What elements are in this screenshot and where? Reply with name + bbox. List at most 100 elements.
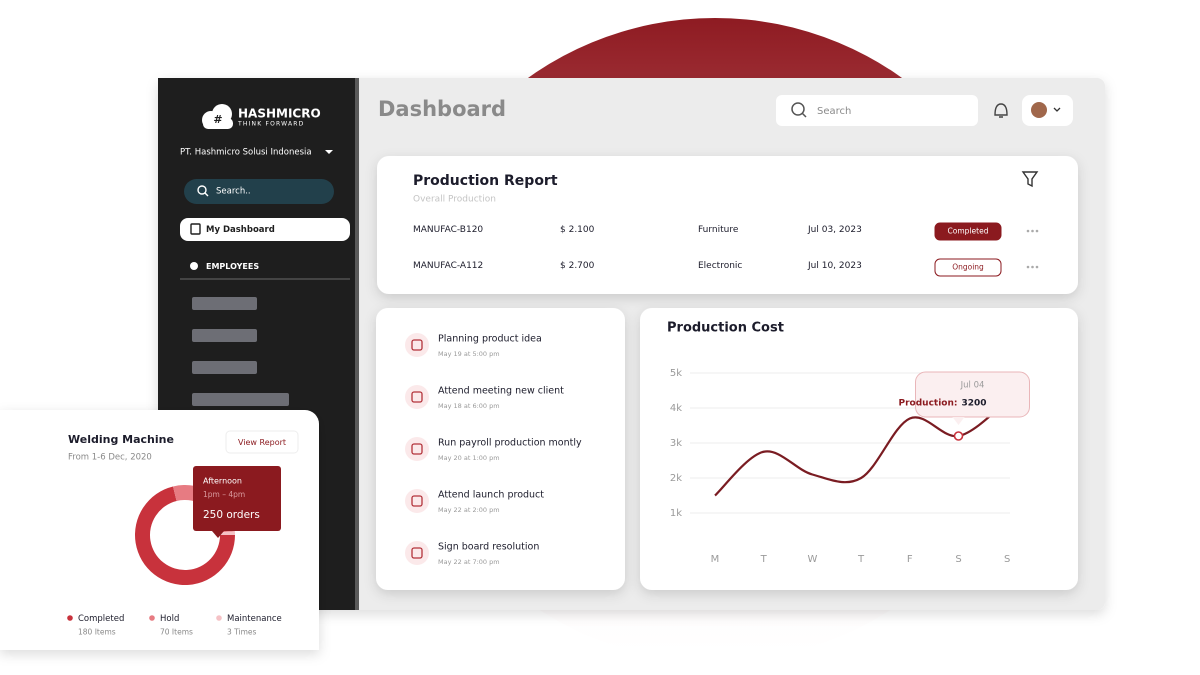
tasks-card (376, 308, 625, 590)
legend-dot (216, 615, 222, 621)
card-title: Welding Machine (68, 433, 174, 446)
task-title: Sign board resolution (438, 542, 539, 553)
tooltip-time: 1pm – 4pm (203, 490, 245, 499)
x-tick-label: F (907, 554, 913, 565)
brand-tagline: THINK FORWARD (237, 121, 304, 128)
logo-mark: # (213, 113, 222, 126)
tooltip-title: Afternoon (203, 477, 242, 486)
company-dropdown[interactable] (325, 150, 333, 154)
task-icon-bg (405, 541, 429, 565)
tooltip-text: 250 orders (203, 509, 260, 521)
status-label: Completed (948, 227, 989, 236)
x-tick-label: S (955, 554, 961, 565)
task-time: May 20 at 1:00 pm (438, 454, 500, 462)
task-title: Attend launch product (438, 490, 544, 501)
sidebar-search-placeholder: Search.. (216, 187, 251, 197)
legend-dot (67, 615, 73, 621)
report-cell: Electronic (698, 261, 742, 271)
donut-segment (219, 531, 235, 535)
donut-tooltip: Afternoon 1pm – 4pm 250 orders (193, 466, 281, 538)
legend-value: 3 Times (227, 628, 257, 637)
task-icon (411, 391, 423, 403)
y-tick-label: 3k (670, 438, 682, 449)
search-icon (801, 112, 807, 118)
sidebar-divider (355, 78, 359, 610)
x-tick-label: T (857, 554, 865, 565)
company-name: PT. Hashmicro Solusi Indonesia (180, 148, 312, 158)
row-menu-dot[interactable] (1035, 265, 1039, 269)
donut-segment (134, 486, 235, 585)
x-tick-label: T (760, 554, 768, 565)
task-icon (411, 495, 423, 507)
x-tick-label: M (711, 554, 720, 565)
report-cell: MANUFAC-B120 (413, 225, 483, 235)
y-tick-label: 1k (670, 508, 682, 519)
card-subtitle: Overall Production (413, 195, 496, 205)
logo-cloud (203, 118, 233, 129)
view-report-button[interactable] (225, 430, 299, 454)
task-icon (411, 339, 423, 351)
report-cell: $ 2.700 (560, 261, 595, 271)
header-search-placeholder: Search (817, 106, 851, 117)
row-menu-dot[interactable] (1031, 265, 1034, 269)
menu-item-label: My Dashboard (206, 225, 275, 235)
tooltip-pointer (952, 417, 965, 425)
y-tick-label: 4k (670, 403, 682, 414)
task-time: May 18 at 6:00 pm (438, 402, 500, 410)
brand-name: HASHMICRO (238, 107, 321, 121)
notification-bell[interactable] (994, 103, 1008, 118)
status-label: Ongoing (952, 263, 984, 272)
menu-placeholder (192, 361, 257, 374)
cost-card (640, 308, 1078, 590)
profile-menu[interactable] (1022, 95, 1073, 126)
filter-button[interactable] (1021, 171, 1039, 188)
donut-legend: Completed 180 Items Hold 70 Items Maintenanc… (67, 614, 282, 637)
sidebar-search[interactable] (184, 179, 334, 204)
task-icon-bg (405, 437, 429, 461)
legend-dot (149, 615, 155, 621)
row-menu-dot[interactable] (1035, 229, 1039, 233)
avatar (1031, 102, 1047, 118)
card-subtitle: From 1-6 Dec, 2020 (68, 453, 152, 463)
task-time: May 19 at 5:00 pm (438, 350, 500, 358)
y-tick-label: 2k (670, 473, 682, 484)
task-time: May 22 at 7:00 pm (438, 558, 500, 566)
search-icon (204, 192, 209, 197)
row-menu-dot[interactable] (1026, 265, 1030, 269)
menu-item-label[interactable]: EMPLOYEES (206, 262, 259, 271)
report-cell: Jul 03, 2023 (807, 225, 862, 235)
task-title: Run payroll production montly (438, 438, 582, 449)
menu-icon (190, 262, 198, 270)
x-tick-label: S (1004, 554, 1010, 565)
report-card (377, 156, 1078, 294)
header-search[interactable] (776, 95, 978, 126)
task-icon-bg (405, 333, 429, 357)
y-tick-label: 5k (670, 368, 682, 379)
menu-placeholder (192, 297, 257, 310)
tooltip-value: 3200 (962, 399, 987, 409)
x-tick-label: W (807, 554, 817, 565)
legend-label: Maintenance (227, 614, 282, 624)
menu-item-active[interactable] (180, 218, 350, 241)
report-cell: Jul 10, 2023 (807, 261, 862, 271)
logo: # (202, 104, 233, 129)
task-icon (411, 443, 423, 455)
button-label: View Report (238, 438, 286, 447)
highlight-point[interactable] (953, 431, 964, 441)
search-icon (791, 102, 805, 116)
task-title: Planning product idea (438, 334, 542, 345)
report-cell: $ 2.100 (560, 225, 595, 235)
menu-icon (190, 223, 201, 235)
status-badge (934, 258, 1002, 277)
legend-label: Hold (160, 614, 179, 624)
row-menu-dot[interactable] (1031, 229, 1034, 233)
row-menu-dot[interactable] (1026, 229, 1030, 233)
task-icon-bg (405, 489, 429, 513)
search-icon (197, 185, 207, 195)
report-rows: MANUFAC-B120 $ 2.100 Furniture Jul 03, 2023… (413, 222, 1039, 277)
report-cell: MANUFAC-A112 (413, 261, 483, 271)
tooltip-box (915, 371, 1030, 418)
